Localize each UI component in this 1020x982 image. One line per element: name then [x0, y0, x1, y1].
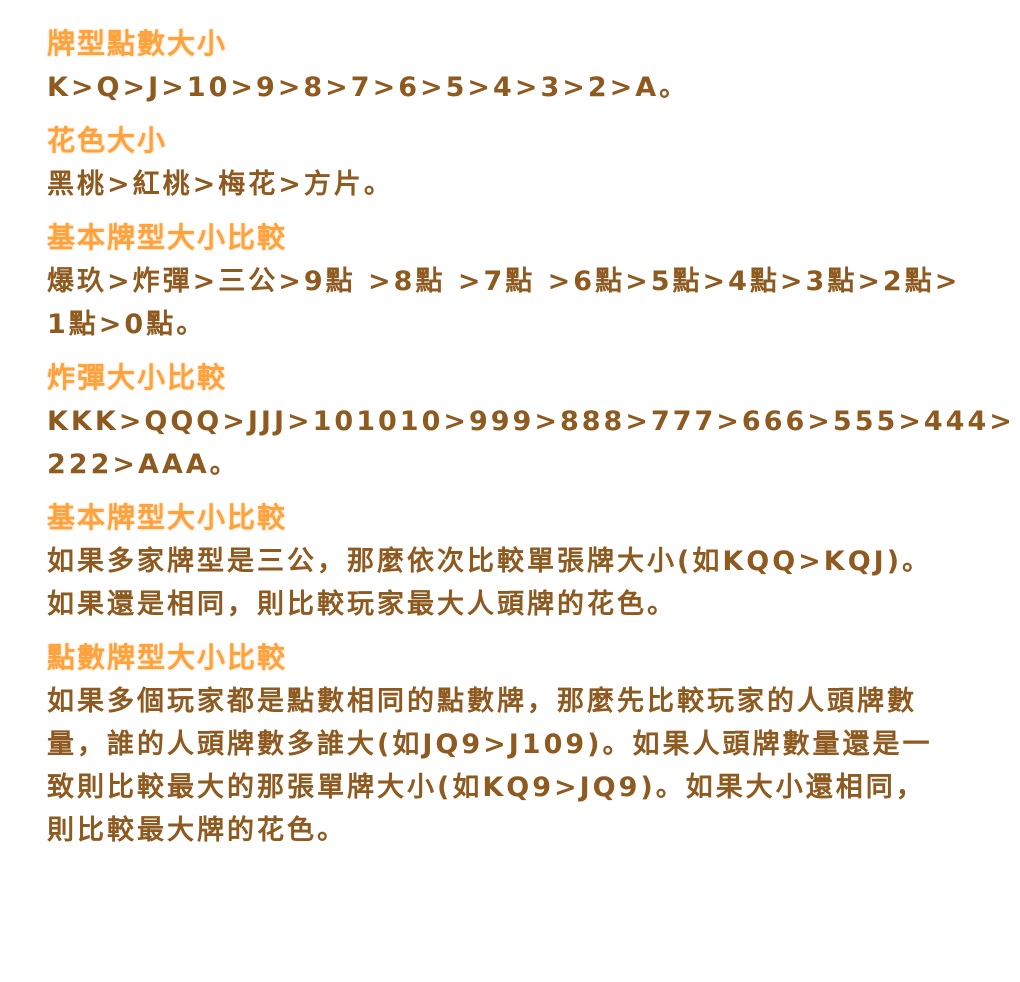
- section-text-line: 如果多個玩家都是點數相同的點數牌，那麼先比較玩家的人頭牌數: [47, 686, 917, 717]
- section-heading: 基本牌型大小比較: [47, 501, 288, 534]
- section-text-line: 1點>0點。: [47, 309, 207, 340]
- section-text-line: 爆玖>炸彈>三公>9點 >8點 >7點 >6點>5點>4點>3點>2點>: [47, 266, 961, 297]
- section-text-line: 則比較最大牌的花色。: [47, 815, 347, 846]
- section-heading: 牌型點數大小: [47, 27, 228, 60]
- section-heading: 點數牌型大小比較: [47, 641, 288, 674]
- section-text-line: 致則比較最大的那張單牌大小(如KQ9>JQ9)。如果大小還相同，: [47, 772, 926, 803]
- section-text-line: 222>AAA。: [47, 449, 240, 480]
- rule-section: 點數牌型大小比較如果多個玩家都是點數相同的點數牌，那麼先比較玩家的人頭牌數 量，誰…: [47, 636, 1007, 852]
- section-heading: 炸彈大小比較: [47, 361, 228, 394]
- rule-section: 炸彈大小比較 KKK>QQQ>JJJ>101010>999>888>777>666…: [47, 356, 1015, 486]
- section-text-line: K>Q>J>10>9>8>7>6>5>4>3>2>A。: [47, 72, 690, 103]
- rule-section: 花色大小黑桃>紅桃>梅花>方片。: [47, 119, 1007, 206]
- section-text-line: 如果還是相同，則比較玩家最大人頭牌的花色。: [47, 589, 677, 620]
- section-text-line: 黑桃>紅桃>梅花>方片。: [47, 169, 394, 200]
- rule-section: 基本牌型大小比較如果多家牌型是三公，那麼依次比較單張牌大小(如KQQ>KQJ)。…: [47, 496, 1007, 626]
- section-text-line: 如果多家牌型是三公，那麼依次比較單張牌大小(如KQQ>KQJ)。: [47, 546, 933, 577]
- section-heading: 基本牌型大小比較: [47, 221, 288, 254]
- rule-section: 牌型點數大小 K>Q>J>10>9>8>7>6>5>4>3>2>A。: [47, 22, 1007, 109]
- section-heading: 花色大小: [47, 124, 168, 157]
- rules-document: 牌型點數大小 K>Q>J>10>9>8>7>6>5>4>3>2>A。 花色大小黑桃>…: [47, 22, 1015, 862]
- rule-section: 基本牌型大小比較爆玖>炸彈>三公>9點 >8點 >7點 >6點>5點>4點>3點…: [47, 216, 1007, 346]
- section-text-line: KKK>QQQ>JJJ>101010>999>888>777>666>555>4…: [47, 406, 1015, 437]
- section-text-line: 量，誰的人頭牌數多誰大(如JQ9>J109)。如果人頭牌數量還是一: [47, 729, 933, 760]
